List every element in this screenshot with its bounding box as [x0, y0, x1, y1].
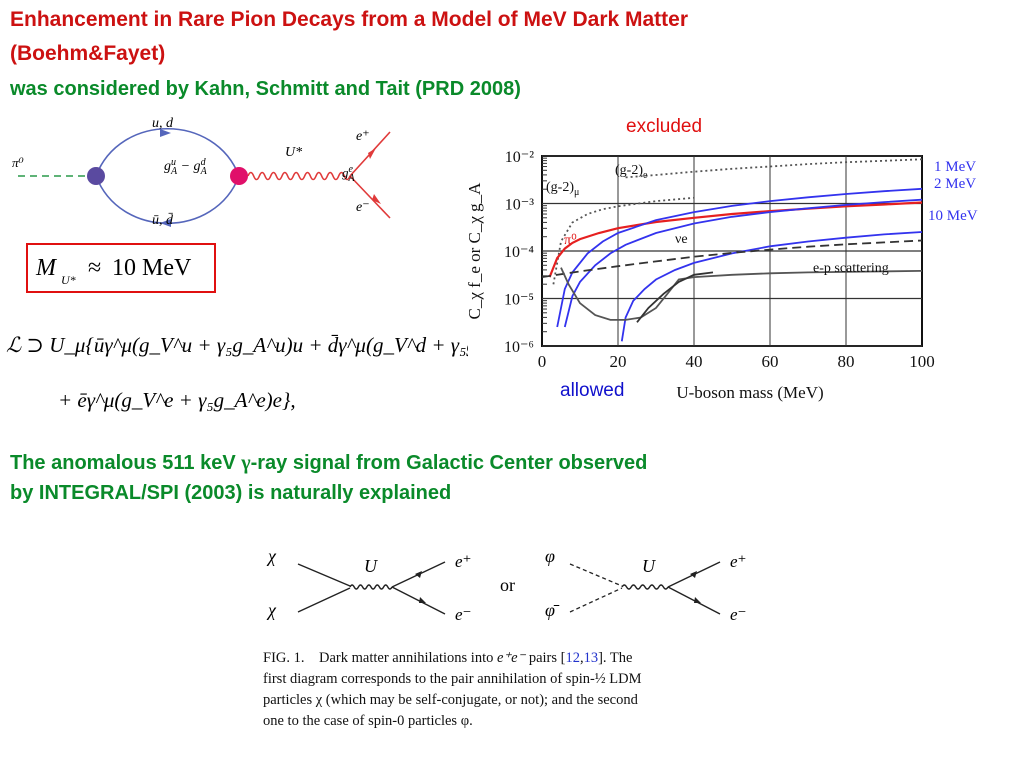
title-line-2: (Boehm&Fayet) [10, 42, 166, 65]
u-label-1: U [364, 556, 377, 576]
legend-1mev: 1 MeV [934, 159, 976, 175]
ref-link-12[interactable]: 12 [565, 650, 580, 666]
pion-label: π⁰ [12, 155, 24, 170]
x-tick-label: 100 [909, 352, 935, 371]
signal-line-2: by INTEGRAL/SPI (2003) is naturally expl… [10, 482, 452, 504]
mass-subscript: U* [61, 273, 76, 287]
phibar-label: φ̄ [545, 600, 555, 620]
y-tick-label: 10⁻² [505, 149, 534, 166]
chart-grid [542, 155, 922, 347]
subtitle: was considered by Kahn, Schmitt and Tait… [10, 78, 521, 100]
legend-10mev: 10 MeV [928, 208, 978, 224]
eplus-label-1: e⁺ [455, 552, 472, 571]
quark-label-bottom: ū, d̄ [152, 213, 173, 228]
eplus-label: e⁺ [356, 129, 370, 144]
u-label-2: U [642, 556, 655, 576]
series-line-5 [620, 231, 923, 342]
u-boson-wavy-line [247, 171, 351, 181]
y-tick-label: 10⁻⁴ [504, 244, 534, 261]
ep-label: e-p scattering [813, 261, 889, 276]
lagrangian-line-2: + ēγ^μ(g_V^e + γ₅g_A^e)e}, [58, 388, 296, 412]
y-tick-label: 10⁻⁶ [504, 339, 534, 356]
pion-feynman-diagram [18, 127, 391, 227]
nue-label: νe [675, 232, 688, 247]
ref-link-13[interactable]: 13 [583, 650, 599, 666]
arrow-top-icon [160, 129, 171, 137]
g2mu-label: (g-2)μ [546, 180, 579, 198]
approx-sign: ≈ [88, 255, 102, 281]
x-tick-labels: 0 20 40 60 80 100 [538, 352, 935, 371]
mass-symbol: M [36, 255, 56, 281]
phi-label: φ [545, 546, 555, 566]
mass-value: 10 MeV [112, 255, 192, 281]
quark-label-top: u, d [152, 116, 173, 131]
arrow-eminus-icon [372, 194, 381, 204]
x-tick-label: 0 [538, 352, 547, 371]
pion-vertex [87, 167, 105, 185]
arrow-eplus-icon [368, 148, 376, 159]
legend-2mev: 2 MeV [934, 176, 976, 192]
y-tick-label: 10⁻³ [505, 197, 534, 214]
quark-loop-top [95, 127, 240, 177]
title-line-1: Enhancement in Rare Pion Decays from a M… [10, 8, 689, 31]
eplus-label-2: e⁺ [730, 552, 747, 571]
x-tick-label: 80 [838, 352, 855, 371]
y-tick-label: 10⁻⁵ [504, 292, 534, 309]
eminus-label-2: e⁻ [730, 605, 747, 624]
chart-curves [541, 158, 923, 342]
excluded-label: excluded [626, 116, 703, 137]
chi-label-bottom: χ [268, 600, 276, 620]
pi0-label: π⁰ [564, 233, 577, 248]
electron-line-bottom [349, 175, 391, 219]
series-line-4 [563, 198, 923, 328]
arrow-bottom-icon [160, 219, 171, 227]
x-axis-label: U-boson mass (MeV) [676, 383, 823, 402]
signal-line-1: The anomalous 511 keV γ-ray signal from … [10, 452, 648, 474]
series-line-3 [556, 187, 923, 328]
mass-box: M U* ≈ 10 MeV [26, 243, 216, 293]
u-vertex [230, 167, 248, 185]
y-tick-labels: 10⁻² 10⁻³ 10⁻⁴ 10⁻⁵ 10⁻⁶ [504, 149, 534, 356]
boson-label: U* [285, 145, 303, 160]
y-axis-label: C_χ f_e or C_χ g_A [465, 182, 484, 320]
series-line-1 [552, 196, 695, 285]
x-tick-label: 20 [610, 352, 627, 371]
annihilation-diagrams [297, 561, 721, 615]
x-tick-label: 40 [686, 352, 703, 371]
series-line-8 [636, 271, 714, 323]
eminus-label-1: e⁻ [455, 605, 472, 624]
figure-caption: FIG. 1. Dark matter annihilations into e… [263, 650, 642, 729]
series-line-2 [548, 201, 923, 278]
eminus-label: e⁻ [356, 200, 370, 215]
chi-label-top: χ [268, 546, 276, 566]
series-line-7 [560, 267, 923, 321]
series-line-6 [541, 239, 923, 278]
lagrangian-line-1: ℒ ⊃ U_μ{ūγ^μ(g_V^u + γ₅g_A^u)u + d̄γ^μ(g… [6, 333, 468, 357]
g2e-label: (g-2)e [615, 163, 648, 181]
series-line-0 [625, 158, 923, 179]
exclusion-chart: 10⁻² 10⁻³ 10⁻⁴ 10⁻⁵ 10⁻⁶ 0 20 40 60 80 100 U-boso… [465, 149, 978, 402]
allowed-label: allowed [560, 380, 625, 401]
x-tick-label: 60 [762, 352, 779, 371]
or-label: or [500, 575, 515, 595]
